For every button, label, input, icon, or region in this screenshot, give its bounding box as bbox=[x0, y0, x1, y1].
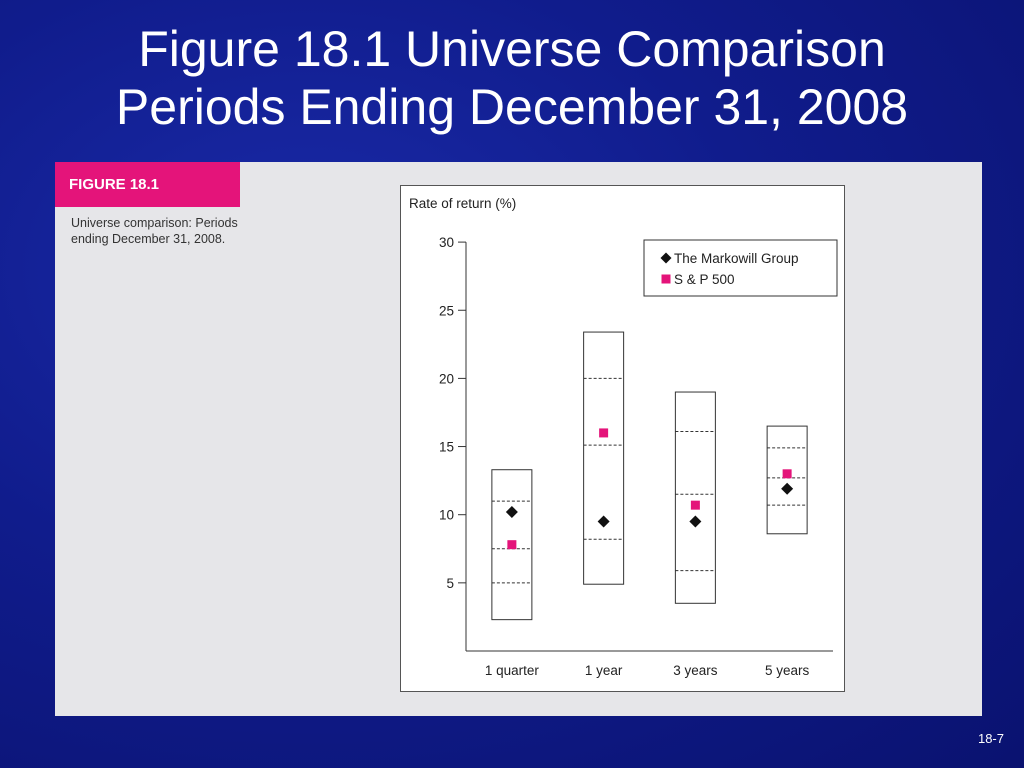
sp500-point bbox=[507, 540, 517, 550]
universe-comparison-chart: Rate of return (%) 5 10 15 20 25 30 1 quarter 1 … bbox=[409, 196, 838, 678]
x-tick-label: 1 year bbox=[585, 663, 623, 678]
range-box bbox=[766, 425, 808, 535]
x-tick-label: 3 years bbox=[673, 663, 718, 678]
sp500-point bbox=[782, 469, 792, 479]
sp500-point bbox=[690, 500, 700, 510]
title-line-1: Figure 18.1 Universe Comparison bbox=[138, 21, 886, 77]
y-axis-label: Rate of return (%) bbox=[409, 196, 516, 211]
figure-banner: FIGURE 18.1 bbox=[55, 162, 240, 207]
markowill-point bbox=[505, 505, 518, 518]
legend-label: The Markowill Group bbox=[674, 251, 799, 266]
markowill-point bbox=[689, 515, 702, 528]
y-tick-label: 25 bbox=[439, 303, 454, 318]
legend-marker-markowill bbox=[660, 252, 672, 264]
y-tick-label: 20 bbox=[439, 371, 454, 386]
slide-title: Figure 18.1 Universe Comparison Periods … bbox=[0, 20, 1024, 136]
legend-box bbox=[643, 239, 838, 297]
markowill-point bbox=[781, 482, 794, 495]
range-box bbox=[583, 331, 625, 585]
legend-label: S & P 500 bbox=[674, 272, 735, 287]
y-tick-label: 30 bbox=[439, 235, 454, 250]
x-tick-label: 1 quarter bbox=[485, 663, 540, 678]
figure-caption: Universe comparison: Periods ending Dece… bbox=[71, 216, 238, 246]
y-tick-label: 10 bbox=[439, 508, 454, 523]
slide-number: 18-7 bbox=[977, 731, 1004, 746]
title-line-2: Periods Ending December 31, 2008 bbox=[115, 79, 909, 135]
sp500-point bbox=[599, 428, 609, 438]
y-tick-label: 5 bbox=[446, 576, 454, 591]
range-box bbox=[674, 391, 716, 604]
figure-panel: FIGURE 18.1 Universe comparison: Periods… bbox=[55, 162, 982, 716]
x-tick-label: 5 years bbox=[765, 663, 810, 678]
chart-frame: Rate of return (%) 5 10 15 20 25 30 1 quarter 1 … bbox=[400, 185, 845, 692]
range-box bbox=[491, 469, 533, 621]
y-tick-label: 15 bbox=[439, 440, 454, 455]
legend-marker-sp500 bbox=[661, 274, 671, 284]
markowill-point bbox=[597, 515, 610, 528]
